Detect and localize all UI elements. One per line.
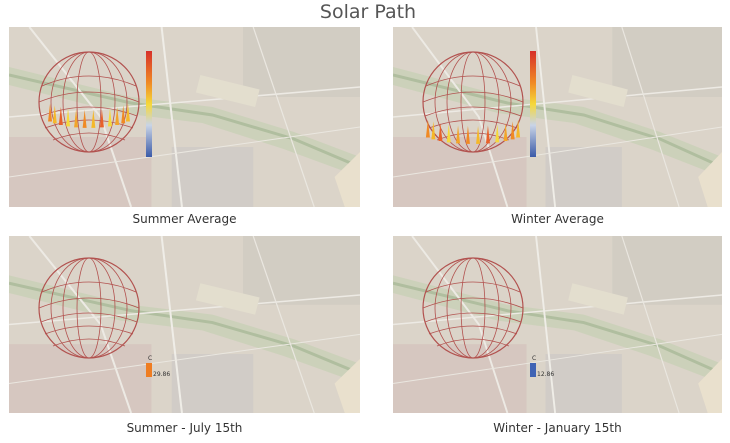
map-image	[393, 27, 722, 207]
radiation-arrow	[66, 108, 71, 127]
radiation-arrow	[495, 124, 500, 143]
legend-swatch	[530, 363, 536, 377]
radiation-arrow	[431, 121, 436, 140]
map-wash	[393, 27, 722, 207]
legend-value: 12.86	[537, 371, 554, 378]
map-wash	[9, 236, 360, 413]
legend-bar	[146, 51, 152, 157]
radiation-arrow	[74, 109, 79, 128]
radiation-arrow	[446, 124, 451, 143]
map-image	[9, 27, 360, 207]
radiation-arrow	[503, 122, 508, 141]
radiation-arrow	[107, 108, 112, 127]
legend-value: 29.86	[153, 371, 170, 378]
radiation-arrow	[52, 105, 57, 124]
radiation-arrow	[82, 109, 87, 128]
radiation-arrow	[485, 125, 490, 144]
legend-unit: C	[532, 355, 536, 362]
radiation-arrow	[516, 119, 521, 138]
radiation-arrow	[99, 109, 104, 128]
caption: Winter Average	[511, 212, 604, 226]
radiation-arrow	[456, 125, 461, 144]
legend-bar	[530, 51, 536, 157]
map-panel: C 29.86	[9, 236, 360, 413]
title: Solar Path	[320, 1, 416, 23]
radiation-arrow	[121, 105, 126, 124]
radiation-arrow	[510, 121, 515, 140]
radiation-arrow	[425, 119, 430, 138]
radiation-arrow	[438, 122, 443, 141]
legend-unit: C	[148, 355, 152, 362]
map-image: C 29.86	[9, 236, 360, 413]
map-panel	[9, 27, 360, 207]
caption: Summer Average	[132, 212, 236, 226]
radiation-arrow	[465, 125, 470, 144]
map-image: C 12.86	[393, 236, 722, 413]
radiation-arrow	[476, 125, 481, 144]
caption: Winter - January 15th	[493, 421, 621, 435]
map-panel	[393, 27, 722, 207]
map-panel: C 12.86	[393, 236, 722, 413]
map-wash	[393, 236, 722, 413]
caption: Summer - July 15th	[127, 421, 243, 435]
radiation-arrow	[115, 106, 120, 125]
legend-swatch	[146, 363, 152, 377]
radiation-arrow	[125, 103, 130, 122]
radiation-arrow	[91, 109, 96, 128]
radiation-arrow	[48, 103, 53, 122]
radiation-arrow	[58, 106, 63, 125]
